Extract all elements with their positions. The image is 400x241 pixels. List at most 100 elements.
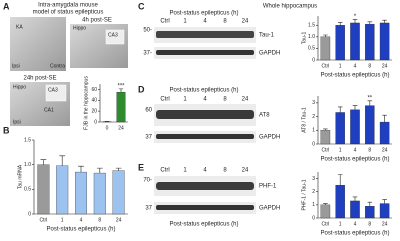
y-tick-label: 0 (28, 211, 31, 217)
error-bar (40, 159, 47, 165)
lane-label: 4 (203, 168, 207, 174)
image-label: 4h post-SE (82, 18, 112, 24)
x-tick-label: 4 (80, 217, 83, 223)
lane-label: Ctrl (160, 19, 169, 25)
image-label: Ipsi (13, 119, 21, 125)
band-label: GAPDH (259, 51, 280, 57)
bar (379, 121, 390, 145)
y-axis-label: PHF-1 / Tau-1 (301, 179, 307, 210)
bar (112, 170, 125, 215)
band-label: Tau-1 (259, 33, 275, 39)
image-label: Contra (50, 63, 65, 69)
image-label: CA3 (48, 87, 58, 93)
x-tick-label: 24 (382, 147, 388, 153)
x-tick-label: 24 (382, 63, 388, 69)
x-axis-label: Post-status epilepticus (h) (320, 73, 389, 79)
lane-label: 4 (203, 97, 207, 103)
bar (320, 130, 331, 145)
error-bar (367, 201, 373, 207)
bar (93, 172, 106, 215)
micrograph-inset (105, 29, 125, 45)
error-bar (59, 155, 66, 166)
x-tick-label: 0 (106, 125, 109, 131)
lane-label: 24 (242, 97, 249, 103)
lane-label: 1 (183, 19, 187, 25)
x-axis-label: Post-status epilepticus (h) (320, 231, 389, 237)
lane-label: 4 (203, 19, 207, 25)
x-tick-label: 1 (339, 147, 342, 153)
x-tick-label: 1 (61, 217, 64, 223)
micrograph-inset (45, 84, 67, 102)
bar (365, 105, 375, 145)
band-label: PHF-1 (259, 184, 277, 190)
panel-title: model of status epilepticus (33, 10, 104, 16)
x-tick-label: 4 (354, 63, 357, 69)
micrograph (10, 17, 66, 71)
bar (335, 25, 345, 61)
mw-marker: 70- (143, 178, 152, 184)
x-tick-label: Ctrl (322, 147, 330, 153)
x-tick-label: 24 (118, 125, 124, 131)
y-tick-label: 1 (312, 128, 315, 134)
y-tick-label: 2 (312, 189, 315, 195)
x-tick-label: Ctrl (40, 217, 48, 223)
bar (335, 184, 345, 219)
blot-band (156, 182, 254, 190)
x-tick-label: 4 (354, 221, 357, 227)
image-label: KA (16, 24, 23, 30)
y-tick-label: 1.5 (24, 137, 31, 143)
blot-band (156, 31, 254, 38)
y-tick-label: 1 (312, 202, 315, 208)
image-label: Ipsi (12, 63, 20, 69)
bar (335, 112, 345, 145)
y-tick-label: 2 (312, 114, 315, 120)
panel-title: Intra-amygdala mouse (38, 3, 98, 9)
bar (379, 203, 390, 219)
lane-label: 8 (223, 19, 227, 25)
x-tick-label: 8 (368, 63, 371, 69)
error-bar (337, 106, 343, 113)
lane-label: 24 (242, 168, 249, 174)
blot-heading: Post-status epilepticus (h) (169, 222, 238, 228)
blot-heading: Post-status epilepticus (h) (169, 88, 238, 94)
y-tick-label: 0 (94, 119, 97, 125)
bar (379, 22, 390, 61)
image-label: CA3 (108, 32, 118, 38)
error-bar (382, 114, 387, 123)
y-tick-label: 0.5 (24, 187, 31, 193)
mw-marker: 37- (143, 51, 152, 57)
y-axis-label: Tau mRNA (17, 164, 23, 189)
error-bar (118, 88, 124, 93)
y-tick-label: 1.0 (24, 162, 31, 168)
y-axis-label: AT8 / Tau-1 (301, 107, 307, 133)
significance-mark: * (354, 14, 357, 20)
bar (37, 164, 50, 215)
y-tick-label: 60 (91, 87, 97, 93)
x-axis-label: Post-status epilepticus (h) (320, 157, 389, 163)
lane-label: 8 (223, 97, 227, 103)
mw-marker: 37 (145, 206, 152, 212)
bar (320, 204, 331, 219)
y-tick-label: 0 (312, 215, 315, 221)
lane-label: Ctrl (160, 168, 169, 174)
blot-band (156, 50, 254, 55)
panel-title: Whole hippocampus (263, 4, 317, 10)
lane-label: 24 (242, 19, 249, 25)
error-bar (96, 167, 103, 174)
y-tick-label: 0 (312, 141, 315, 147)
mw-marker: 37 (145, 135, 152, 141)
band-label: AT8 (259, 113, 270, 119)
x-axis-label: Post-status epilepticus (h) (46, 227, 115, 233)
bar (75, 171, 87, 215)
panel-label: E (138, 162, 144, 172)
error-bar (352, 105, 358, 110)
x-tick-label: 24 (116, 217, 122, 223)
y-tick-label: 1.0 (308, 34, 315, 40)
panel-label: B (3, 125, 10, 135)
lane-label: 1 (183, 168, 187, 174)
error-bar (382, 19, 387, 23)
y-axis-label: FJB in the hippocampus (83, 76, 89, 130)
y-tick-label: 20 (91, 108, 97, 114)
bar (56, 165, 69, 215)
